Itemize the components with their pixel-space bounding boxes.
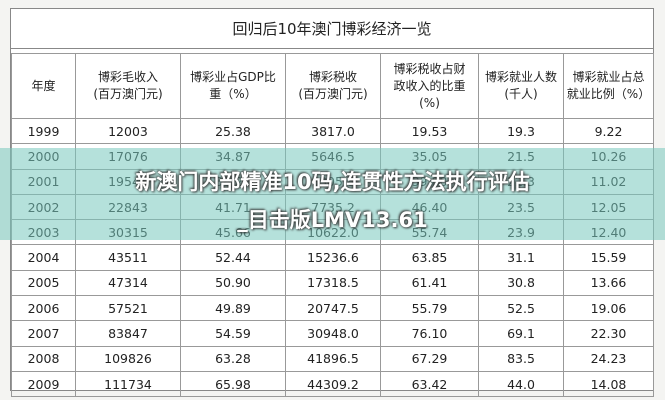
table-row: 2006 57521 49.89 20747.5 55.79 52.5 19.06	[11, 295, 654, 322]
table-cell: 24.23	[563, 345, 654, 372]
table-cell: 22.30	[563, 320, 654, 347]
header-cell: 博彩毛收入 (百万澳门元)	[75, 53, 181, 119]
table-cell: 55.79	[380, 295, 479, 322]
header-cell: 博彩税收占财 政收入的比重 (%)	[380, 53, 479, 119]
overlay-text: _目击版LMV13.61	[237, 208, 428, 232]
table-cell: 41896.5	[285, 345, 381, 372]
table-cell: 76.10	[380, 320, 479, 347]
header-cell: 博彩税收 (百万澳门元)	[285, 53, 381, 119]
table-cell: 2007	[11, 320, 76, 347]
table-cell: 83.5	[478, 345, 564, 372]
table-cell: 3817.0	[285, 117, 381, 145]
table-row: 2009 111734 65.98 44309.2 63.42 44.0 14.08	[11, 370, 654, 398]
table-cell: 19.53	[380, 117, 479, 145]
table-cell: 30948.0	[285, 320, 381, 347]
table-cell: 52.5	[478, 295, 564, 322]
table-cell: 63.42	[380, 370, 479, 398]
table-cell: 2006	[11, 295, 76, 322]
table-row: 2004 43511 52.44 15236.6 63.85 31.1 15.59	[11, 244, 654, 271]
table-cell: 9.22	[563, 117, 654, 145]
overlay-text: 新澳门内部精准10码,连贯性方法执行评估	[135, 170, 530, 194]
table-cell: 13.66	[563, 269, 654, 297]
table-cell: 67.29	[380, 345, 479, 372]
table-row: 2005 47314 50.90 17318.5 61.41 30.8 13.66	[11, 269, 654, 297]
table-cell: 17318.5	[285, 269, 381, 297]
table-cell: 2005	[11, 269, 76, 297]
table-cell: 20747.5	[285, 295, 381, 322]
table-cell: 54.59	[180, 320, 286, 347]
header-cell: 年度	[11, 53, 76, 119]
table-cell: 14.08	[563, 370, 654, 398]
table-row: 2008 109826 63.28 41896.5 67.29 83.5 24.23	[11, 345, 654, 372]
table-cell: 15236.6	[285, 244, 381, 271]
table-cell: 2004	[11, 244, 76, 271]
table-cell: 63.85	[380, 244, 479, 271]
table-title: 回归后10年澳门博彩经济一览	[11, 9, 653, 49]
table-cell: 44.0	[478, 370, 564, 398]
table-cell: 31.1	[478, 244, 564, 271]
table-cell: 19.06	[563, 295, 654, 322]
table-cell: 50.90	[180, 269, 286, 297]
header-cell: 博彩就业占总 就业比例（%）	[563, 53, 654, 119]
table-cell: 57521	[75, 295, 181, 322]
table-cell: 63.28	[180, 345, 286, 372]
table-cell: 69.1	[478, 320, 564, 347]
table-cell: 83847	[75, 320, 181, 347]
table-cell: 47314	[75, 269, 181, 297]
table-cell: 43511	[75, 244, 181, 271]
table-cell: 2009	[11, 370, 76, 398]
table-cell: 25.38	[180, 117, 286, 145]
header-cell: 博彩就业人数 (千人)	[478, 53, 564, 119]
table-row: 2007 83847 54.59 30948.0 76.10 69.1 22.30	[11, 320, 654, 347]
table-cell: 109826	[75, 345, 181, 372]
table-cell: 44309.2	[285, 370, 381, 398]
table-cell: 2008	[11, 345, 76, 372]
table-cell: 49.89	[180, 295, 286, 322]
overlay-band	[0, 148, 665, 240]
table-cell: 19.3	[478, 117, 564, 145]
table-cell: 61.41	[380, 269, 479, 297]
table-cell: 65.98	[180, 370, 286, 398]
table-cell: 1999	[11, 117, 76, 145]
table-cell: 15.59	[563, 244, 654, 271]
table-row: 1999 12003 25.38 3817.0 19.53 19.3 9.22	[11, 117, 654, 145]
table-cell: 12003	[75, 117, 181, 145]
table-cell: 111734	[75, 370, 181, 398]
table-cell: 52.44	[180, 244, 286, 271]
header-cell: 博彩业占GDP比 重（%）	[180, 53, 286, 119]
header-row: 年度 博彩毛收入 (百万澳门元) 博彩业占GDP比 重（%） 博彩税收 (百万澳门元)…	[11, 53, 654, 119]
table-cell: 30.8	[478, 269, 564, 297]
